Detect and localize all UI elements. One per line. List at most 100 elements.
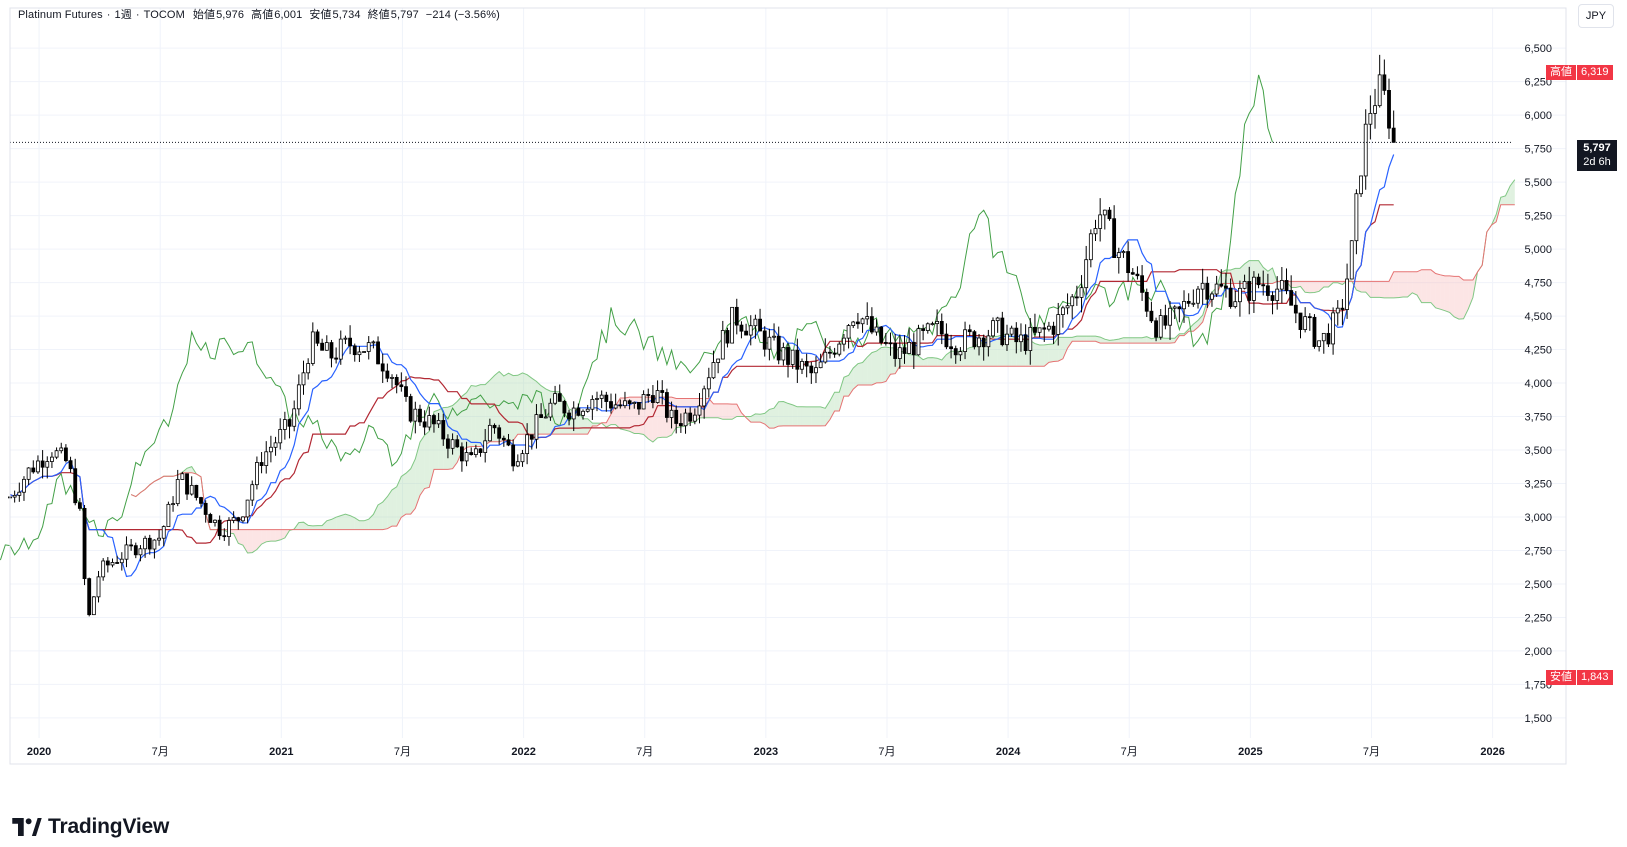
candle — [1354, 189, 1359, 255]
candle — [492, 423, 497, 434]
cloud-segment — [932, 357, 938, 367]
cloud-segment — [1151, 337, 1157, 344]
candle-body — [1368, 112, 1373, 125]
candle — [562, 399, 567, 418]
candle-body — [1228, 287, 1233, 307]
candle — [674, 405, 679, 434]
candle — [800, 358, 804, 375]
candle — [585, 404, 590, 413]
candle — [893, 333, 898, 367]
cloud-segment — [969, 346, 975, 367]
candle-body — [357, 351, 362, 356]
candle-body — [1233, 301, 1238, 307]
candle — [758, 308, 762, 332]
candle — [1219, 269, 1224, 288]
candle-body — [1060, 307, 1065, 316]
candle-body — [1182, 301, 1186, 310]
candle — [1023, 324, 1028, 355]
candle-body — [1214, 283, 1219, 295]
candle-body — [758, 318, 762, 332]
candle — [981, 334, 986, 361]
cloud-segment — [1123, 337, 1129, 344]
candle — [888, 332, 893, 356]
candle-body — [161, 526, 166, 539]
candle-body — [469, 452, 474, 455]
candle-body — [404, 386, 408, 397]
cloud-segment — [1505, 185, 1511, 205]
candle — [637, 402, 641, 415]
cloud-segment — [1267, 267, 1273, 284]
candle-body — [320, 342, 325, 351]
cloud-segment — [1239, 263, 1245, 284]
candle-body — [930, 323, 935, 326]
candle — [967, 324, 972, 336]
candle-body — [1256, 276, 1261, 286]
candle — [772, 323, 776, 341]
candle-body — [459, 446, 464, 462]
candle-body — [22, 478, 26, 493]
candle — [1177, 306, 1182, 323]
cloud-segment — [843, 375, 849, 397]
candle — [1335, 300, 1340, 326]
candle — [1261, 270, 1266, 296]
candle — [1196, 286, 1200, 309]
cloud-segment — [862, 357, 868, 386]
candle — [1037, 327, 1042, 338]
cloud-segment — [1435, 273, 1441, 310]
candle — [953, 345, 958, 364]
candle-body — [832, 352, 837, 355]
candle — [96, 570, 101, 603]
candle — [12, 490, 17, 503]
candle — [809, 362, 814, 384]
high-badge-label: 高値 — [1546, 65, 1576, 80]
candle-body — [418, 408, 422, 423]
price-chart[interactable]: 6,500 6,250 6,000 5,750 5,500 5,250 5,000 4,750… — [0, 0, 1627, 800]
candle — [292, 400, 297, 432]
candle — [371, 340, 376, 349]
cloud-segment — [410, 459, 416, 515]
tradingview-logo[interactable]: TradingView — [12, 814, 169, 840]
y-tick-label: 5,750 — [1524, 144, 1552, 156]
candle — [1051, 321, 1056, 345]
candle-body — [1116, 252, 1121, 258]
cloud-segment — [461, 392, 467, 452]
candle-body — [1279, 280, 1284, 290]
candle — [189, 476, 194, 496]
symbol-name[interactable]: Platinum Futures — [18, 9, 103, 21]
currency-button[interactable]: JPY — [1578, 4, 1614, 28]
cloud-segment — [909, 354, 914, 367]
candle-body — [623, 400, 627, 407]
candle-body — [958, 351, 963, 356]
x-tick-label: 7月 — [152, 746, 169, 758]
candle-body — [36, 460, 40, 473]
candle-body — [1098, 214, 1103, 229]
candle-body — [865, 316, 870, 320]
candle — [152, 539, 157, 559]
candle-body — [1275, 288, 1280, 301]
price-axis[interactable]: 6,500 6,250 6,000 5,750 5,500 5,250 5,000 4,750… — [1524, 43, 1552, 725]
candles — [8, 54, 1396, 617]
candle — [50, 452, 54, 469]
chart-area[interactable]: 6,500 6,250 6,000 5,750 5,500 5,250 5,000 4,750… — [0, 0, 1627, 800]
candle-body — [1019, 334, 1023, 343]
interval-label[interactable]: 1週 — [114, 9, 132, 21]
candle-body — [599, 394, 604, 399]
cloud-segment — [718, 403, 723, 420]
candle-body — [1056, 314, 1061, 335]
candle — [227, 517, 231, 546]
candle-body — [651, 395, 655, 403]
candle-body — [371, 341, 376, 344]
candle-body — [1033, 326, 1037, 333]
candle-body — [255, 462, 259, 486]
candle-body — [637, 402, 641, 410]
candle-body — [171, 503, 175, 506]
candle — [1345, 263, 1349, 319]
candle — [343, 335, 348, 345]
cloud-segment — [545, 388, 551, 435]
time-axis[interactable]: 2020 7月 2021 7月 2022 7月 2023 7月 2024 7月 2025 7月 2026 — [27, 746, 1505, 758]
cloud-segment — [1440, 274, 1445, 311]
candle-body — [436, 420, 441, 425]
candle-body — [231, 517, 236, 521]
cloud-segment — [317, 525, 323, 530]
candle-body — [366, 342, 371, 352]
